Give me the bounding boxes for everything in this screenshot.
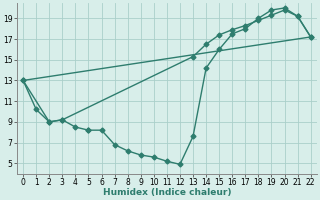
X-axis label: Humidex (Indice chaleur): Humidex (Indice chaleur) bbox=[103, 188, 231, 197]
